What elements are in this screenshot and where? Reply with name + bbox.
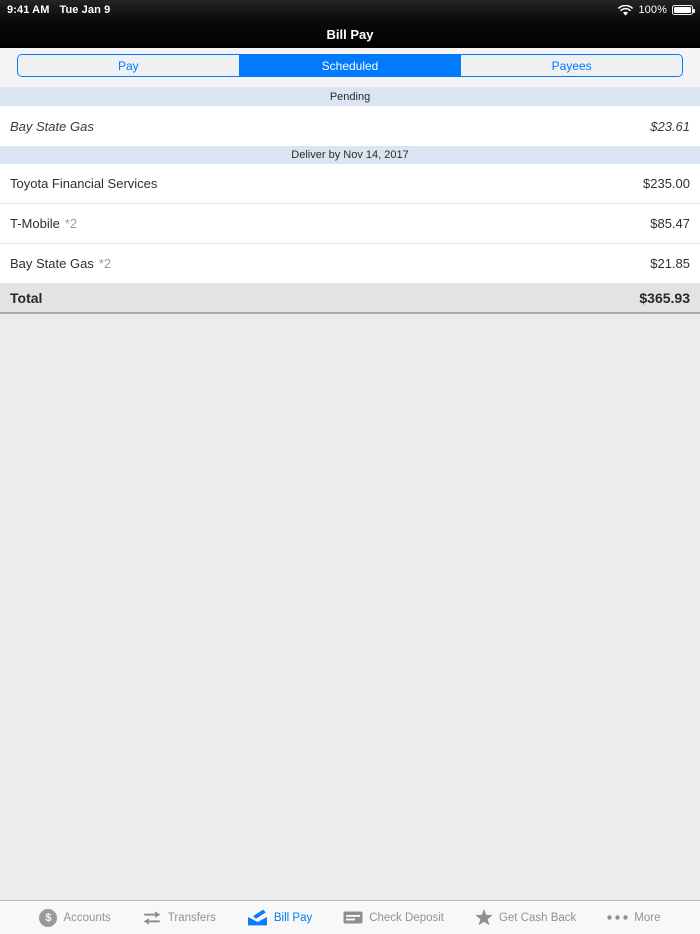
tab-label: Get Cash Back (498, 911, 577, 924)
battery-percent: 100% (638, 4, 667, 16)
payee-name: Bay State Gas (10, 118, 94, 134)
top-header: 9:41 AM Tue Jan 9 100% Bill Pay (0, 0, 700, 48)
total-row: Total $365.93 (0, 284, 700, 314)
payee-count-suffix: *2 (98, 256, 112, 271)
status-bar: 9:41 AM Tue Jan 9 100% (0, 0, 700, 20)
tab-label: Bill Pay (273, 911, 313, 924)
segment-pay[interactable]: Pay (18, 55, 240, 76)
bill-pay-envelope-icon (247, 909, 268, 926)
page-title: Bill Pay (326, 26, 374, 42)
payee-name: T-Mobile (10, 216, 60, 231)
payment-row[interactable]: Bay State Gas $23.61 (0, 106, 700, 146)
payment-row[interactable]: Toyota Financial Services $235.00 (0, 164, 700, 204)
tab-label: Accounts (63, 911, 111, 924)
segment-bar: Pay Scheduled Payees (0, 48, 700, 88)
tab-transfers[interactable]: Transfers (142, 910, 216, 925)
tab-label: Check Deposit (369, 911, 444, 924)
tab-label: Transfers (167, 911, 216, 924)
status-date: Tue Jan 9 (59, 4, 111, 16)
dollar-circle-icon: $ (39, 908, 58, 927)
tab-get-cash-back[interactable]: Get Cash Back (475, 909, 576, 926)
segment-payees[interactable]: Payees (461, 55, 682, 76)
battery-icon (672, 5, 695, 15)
tab-label: More (634, 911, 661, 924)
payment-amount: $85.47 (650, 216, 690, 231)
section-header-pending: Pending (0, 88, 700, 106)
payee-count-suffix: *2 (64, 216, 78, 231)
payee-name: Toyota Financial Services (10, 176, 158, 191)
tab-accounts[interactable]: $ Accounts (39, 908, 111, 927)
segment-scheduled[interactable]: Scheduled (239, 55, 462, 76)
tab-bar: $ Accounts Transfers Bill Pay (0, 900, 700, 934)
scheduled-payments-list: Pending Bay State Gas $23.61 Deliver by … (0, 88, 700, 314)
ellipsis-icon (607, 915, 628, 920)
check-icon (343, 911, 363, 924)
payment-amount: $235.00 (643, 176, 690, 191)
total-label: Total (10, 290, 43, 306)
payment-amount: $23.61 (650, 118, 690, 134)
segmented-control: Pay Scheduled Payees (17, 54, 683, 77)
tab-more[interactable]: More (607, 912, 660, 924)
wifi-icon (618, 4, 634, 16)
payment-row[interactable]: T-Mobile *2 $85.47 (0, 204, 700, 244)
section-header-deliver-by: Deliver by Nov 14, 2017 (0, 146, 700, 164)
star-icon (475, 909, 493, 926)
payment-row[interactable]: Bay State Gas *2 $21.85 (0, 244, 700, 284)
nav-bar: Bill Pay (0, 20, 700, 48)
empty-background (0, 314, 700, 900)
tab-check-deposit[interactable]: Check Deposit (343, 911, 444, 924)
total-amount: $365.93 (639, 290, 690, 306)
payment-amount: $21.85 (650, 256, 690, 271)
transfer-arrows-icon (142, 910, 162, 925)
tab-bill-pay[interactable]: Bill Pay (247, 909, 312, 926)
payee-name: Bay State Gas (10, 256, 94, 271)
status-time: 9:41 AM (7, 4, 50, 16)
